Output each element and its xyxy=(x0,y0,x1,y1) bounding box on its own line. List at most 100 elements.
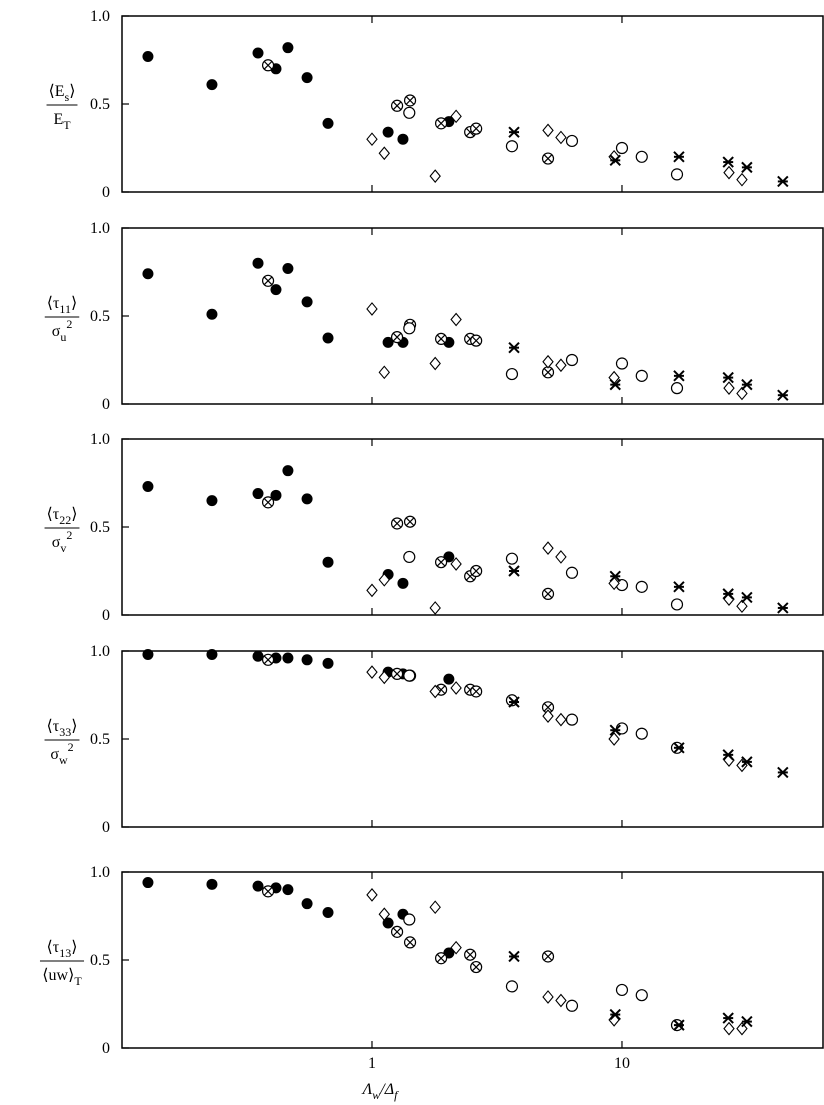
marker-shape xyxy=(670,598,684,611)
plot-frame xyxy=(121,227,824,405)
marker-shape xyxy=(542,541,554,555)
marker-shape xyxy=(397,577,409,589)
data-point xyxy=(397,133,409,145)
data-point xyxy=(723,381,735,396)
y-tick-label: 0 xyxy=(102,819,110,836)
marker-shape xyxy=(429,601,441,615)
label-piece: ⟩ xyxy=(71,506,77,523)
data-point xyxy=(142,877,154,889)
marker-shape xyxy=(378,146,391,161)
data-point xyxy=(434,556,448,569)
data-point xyxy=(673,581,685,593)
label-piece: Λ xyxy=(361,1081,373,1098)
data-point xyxy=(403,913,416,926)
marker-shape xyxy=(322,332,334,344)
marker-shape xyxy=(252,257,264,269)
data-point xyxy=(378,670,391,685)
data-point xyxy=(450,940,462,955)
data-point xyxy=(470,685,483,698)
data-point xyxy=(722,1012,734,1024)
label-piece: 2 xyxy=(66,528,72,542)
marker-shape xyxy=(542,990,554,1004)
data-point xyxy=(301,898,313,910)
data-point xyxy=(741,756,753,768)
y-tick-label: 1.0 xyxy=(90,8,110,25)
data-point xyxy=(635,989,648,1002)
label-piece: T xyxy=(63,118,71,132)
marker-shape xyxy=(723,165,735,180)
data-point xyxy=(673,1019,685,1031)
marker-shape xyxy=(450,312,462,327)
data-point xyxy=(282,42,294,54)
marker-shape xyxy=(565,353,579,367)
marker-shape xyxy=(252,650,264,662)
data-point xyxy=(282,262,294,274)
data-point xyxy=(403,550,416,564)
label-piece: ⟨τ xyxy=(47,718,60,735)
marker-shape xyxy=(635,369,648,382)
data-point xyxy=(390,99,404,112)
data-point xyxy=(206,878,218,890)
label-piece: w xyxy=(372,1088,380,1102)
data-point xyxy=(390,667,404,680)
data-point xyxy=(142,50,154,62)
data-point xyxy=(565,999,579,1012)
data-point xyxy=(673,370,685,382)
marker-shape xyxy=(392,927,402,937)
marker-shape xyxy=(322,117,334,129)
data-point xyxy=(505,980,519,993)
data-point xyxy=(261,59,275,72)
label-piece: 2 xyxy=(66,317,72,331)
marker-shape xyxy=(263,887,273,896)
data-point xyxy=(741,1015,753,1028)
data-point xyxy=(670,598,684,611)
data-point xyxy=(777,602,789,614)
data-point xyxy=(777,766,789,779)
marker-shape xyxy=(142,481,154,493)
marker-shape xyxy=(615,357,629,370)
data-point xyxy=(390,331,404,344)
data-point xyxy=(565,566,579,579)
data-point xyxy=(470,960,483,974)
marker-shape xyxy=(142,649,154,661)
data-point xyxy=(206,79,218,91)
label-piece: T xyxy=(74,974,82,988)
label-piece: ⟨τ xyxy=(47,939,60,956)
marker-shape xyxy=(635,989,648,1002)
marker-shape xyxy=(403,322,416,335)
y-label-denominator: ET xyxy=(53,111,71,132)
marker-shape xyxy=(382,126,394,138)
marker-shape xyxy=(429,356,441,371)
data-point xyxy=(722,371,734,384)
y-label-numerator: ⟨τ33⟩ xyxy=(47,718,78,739)
marker-shape xyxy=(555,358,567,373)
plot-frame xyxy=(121,15,824,193)
data-point xyxy=(609,570,621,582)
marker-shape xyxy=(282,465,294,477)
data-point xyxy=(565,134,579,148)
data-point xyxy=(322,657,334,669)
marker-shape xyxy=(555,712,567,727)
y-tick-label: 0 xyxy=(102,1040,110,1057)
data-point xyxy=(609,154,621,167)
marker-shape xyxy=(471,336,481,345)
data-point xyxy=(301,296,313,308)
marker-shape xyxy=(397,133,409,145)
data-point xyxy=(390,517,404,530)
y-label-numerator: ⟨Es⟩ xyxy=(49,83,76,104)
marker-shape xyxy=(366,302,378,316)
marker-shape xyxy=(555,993,567,1008)
data-point xyxy=(736,1021,748,1036)
marker-shape xyxy=(543,952,553,961)
data-point xyxy=(609,1008,621,1021)
data-point xyxy=(397,577,409,589)
marker-shape xyxy=(263,655,273,665)
data-point xyxy=(282,465,294,477)
label-piece: ⟨uw⟩ xyxy=(42,967,74,984)
marker-shape xyxy=(252,488,264,500)
marker-shape xyxy=(206,649,218,661)
data-point xyxy=(723,165,735,180)
marker-shape xyxy=(366,583,378,598)
x-tick-label: 1 xyxy=(368,1055,376,1072)
y-tick-label: 0.5 xyxy=(90,519,110,536)
